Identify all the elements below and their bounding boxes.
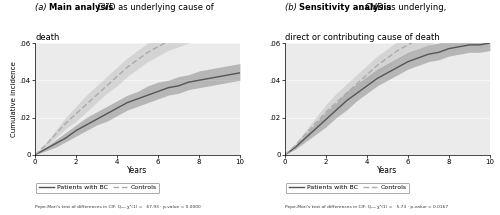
Text: Sensitivity analysis: Sensitivity analysis bbox=[299, 3, 391, 12]
Text: : CVD as underlying,: : CVD as underlying, bbox=[360, 3, 446, 12]
Text: death: death bbox=[35, 33, 59, 42]
Text: (b): (b) bbox=[285, 3, 300, 12]
Text: Pepe-Mori's test of differences in CIF: Qₘₙ χ²(1) =   67.93 · p-value = 0.0000: Pepe-Mori's test of differences in CIF: … bbox=[35, 204, 201, 209]
Text: : CVD as underlying cause of: : CVD as underlying cause of bbox=[92, 3, 213, 12]
Text: Main analysis: Main analysis bbox=[49, 3, 113, 12]
Text: Pepe-Mori's test of differences in CIF: Qₘₙ χ²(1) =   5.73 · p-value = 0.0167: Pepe-Mori's test of differences in CIF: … bbox=[285, 204, 448, 209]
Text: direct or contributing cause of death: direct or contributing cause of death bbox=[285, 33, 440, 42]
Legend: Patients with BC, Controls: Patients with BC, Controls bbox=[36, 183, 160, 193]
Legend: Patients with BC, Controls: Patients with BC, Controls bbox=[286, 183, 410, 193]
Y-axis label: Cumulative incidence: Cumulative incidence bbox=[11, 61, 17, 137]
X-axis label: Years: Years bbox=[378, 166, 398, 175]
Text: (a): (a) bbox=[35, 3, 49, 12]
X-axis label: Years: Years bbox=[128, 166, 148, 175]
